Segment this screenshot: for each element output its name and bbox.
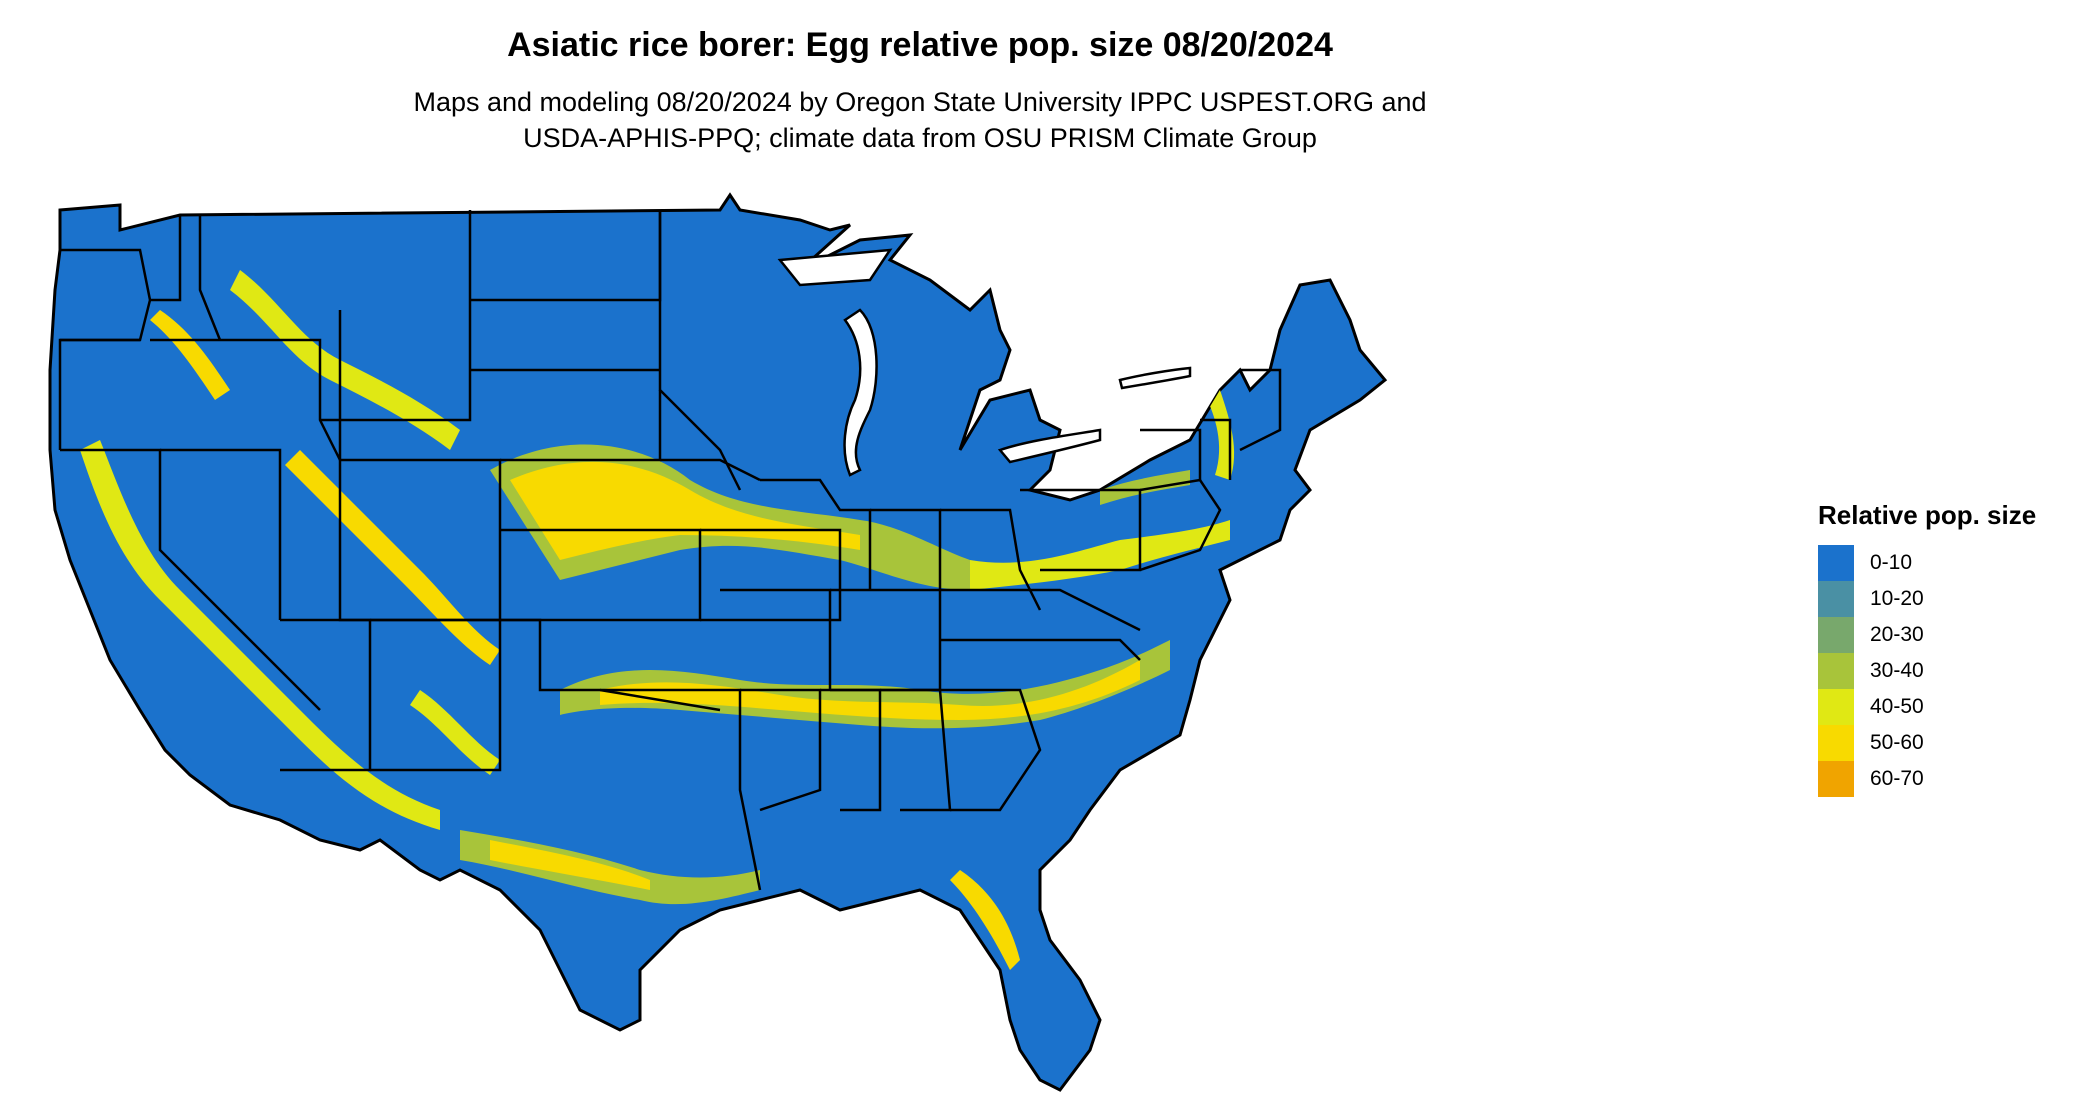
legend-label: 30-40: [1870, 659, 1924, 682]
legend-item: 10-20: [1818, 581, 2036, 617]
subtitle-line-2: USDA-APHIS-PPQ; climate data from OSU PR…: [523, 123, 1317, 153]
legend-swatch: [1818, 653, 1854, 689]
legend-title: Relative pop. size: [1818, 500, 2037, 530]
us-landmass: [48, 192, 1388, 1092]
legend-item: 0-10: [1818, 545, 2036, 581]
state-borders: [58, 210, 1282, 891]
legend-item: 50-60: [1818, 725, 2036, 761]
great-lakes: [777, 248, 1192, 477]
legend-swatch: [1818, 761, 1854, 797]
map-title: Asiatic rice borer: Egg relative pop. si…: [507, 26, 1333, 64]
band-northeast: [1100, 390, 1235, 505]
population-bands: [80, 270, 1235, 970]
legend-swatch: [1818, 581, 1854, 617]
legend-swatch: [1818, 725, 1854, 761]
legend-item: 60-70: [1818, 761, 2036, 797]
legend-label: 40-50: [1870, 695, 1924, 718]
legend-label: 60-70: [1870, 767, 1924, 790]
us-outline: [48, 192, 1388, 1092]
legend-label: 10-20: [1870, 587, 1924, 610]
legend: Relative pop. size 0-10 10-20 20-30 30-4…: [1818, 500, 2036, 797]
us-map: [48, 192, 1388, 1092]
legend-item: 40-50: [1818, 689, 2036, 725]
legend-item: 30-40: [1818, 653, 2036, 689]
legend-swatch: [1818, 689, 1854, 725]
map-subtitle: Maps and modeling 08/20/2024 by Oregon S…: [0, 84, 1840, 156]
legend-swatch: [1818, 545, 1854, 581]
legend-label: 50-60: [1870, 731, 1924, 754]
legend-item: 20-30: [1818, 617, 2036, 653]
legend-swatch: [1818, 617, 1854, 653]
band-southern: [560, 640, 1170, 729]
band-northern-plains: [490, 444, 1230, 590]
legend-label: 20-30: [1870, 623, 1924, 646]
subtitle-line-1: Maps and modeling 08/20/2024 by Oregon S…: [413, 87, 1427, 117]
legend-label: 0-10: [1870, 551, 1913, 574]
band-gulf: [460, 830, 1020, 970]
